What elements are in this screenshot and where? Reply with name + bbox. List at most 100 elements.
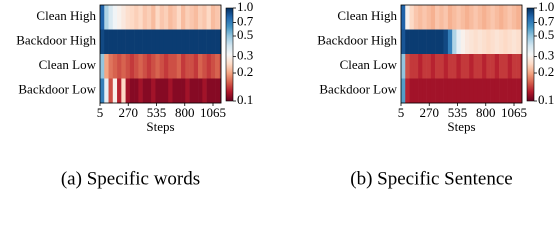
heat-cell: [418, 5, 423, 30]
heat-cell: [435, 29, 440, 55]
row-label: Clean Low: [39, 57, 97, 72]
heat-cell: [507, 78, 513, 104]
heat-cell: [176, 78, 182, 104]
x-tick-label: 270: [420, 105, 440, 120]
heat-cell: [401, 54, 406, 79]
colorbar: [526, 7, 535, 102]
colorbar-tick-label: 0.2: [538, 64, 554, 79]
heat-cell: [193, 78, 199, 104]
heat-cell: [447, 54, 453, 79]
heat-cell: [104, 29, 109, 55]
heat-cell: [129, 5, 135, 30]
colorbar-tick-label: 0.7: [538, 13, 555, 28]
heat-cell: [198, 29, 203, 55]
heat-cell: [219, 78, 222, 104]
heat-cell: [142, 29, 148, 55]
heat-cell: [159, 29, 165, 55]
heat-cell: [138, 78, 143, 104]
caption: (a) Specific words: [61, 168, 200, 189]
heat-cell: [499, 78, 504, 104]
heat-cell: [486, 54, 491, 79]
heat-cell: [477, 78, 483, 104]
heat-cell: [516, 29, 521, 55]
heat-cell: [520, 5, 523, 30]
heat-cell: [511, 5, 517, 30]
heat-cell: [413, 5, 419, 30]
heat-cell: [443, 78, 449, 104]
heat-cell: [100, 54, 105, 79]
heat-cell: [422, 54, 427, 79]
heat-cell: [181, 29, 186, 55]
colorbar-tick-label: 0.2: [237, 64, 253, 79]
heat-cell: [490, 5, 496, 30]
heat-cell: [108, 29, 114, 55]
row-label: Clean High: [337, 8, 397, 23]
heat-cell: [469, 29, 474, 55]
heat-cell: [121, 29, 126, 55]
x-tick-label: 1065: [501, 105, 527, 120]
x-tick-label: 800: [476, 105, 496, 120]
heat-cell: [418, 29, 423, 55]
x-tick-label: 5: [398, 105, 405, 120]
heat-cell: [198, 54, 203, 79]
colorbar-tick-label: 1.0: [538, 0, 554, 14]
heat-cell: [193, 29, 199, 55]
x-axis-label: Steps: [146, 119, 174, 134]
heat-cell: [477, 29, 483, 55]
heat-cell: [460, 54, 466, 79]
heat-cell: [460, 5, 466, 30]
heat-cell: [134, 29, 139, 55]
heat-cell: [482, 78, 487, 104]
figure: Clean High Backdoor High Clean Low Backdoor…: [16, 0, 555, 189]
heat-cell: [430, 5, 436, 30]
heat-cell: [447, 5, 453, 30]
heat-cell: [439, 5, 444, 30]
heat-cell: [422, 78, 427, 104]
heat-cell: [176, 5, 182, 30]
heat-cell: [193, 5, 199, 30]
heat-cell: [125, 29, 131, 55]
heat-cell: [112, 5, 118, 30]
heat-cell: [181, 78, 186, 104]
heat-cell: [117, 78, 122, 104]
heat-cell: [117, 5, 122, 30]
heat-cell: [477, 5, 483, 30]
heat-cell: [469, 5, 474, 30]
heat-cell: [155, 5, 161, 30]
colorbar-tick-label: 0.7: [237, 13, 254, 28]
row-label: Backdoor High: [16, 33, 96, 48]
heat-cell: [473, 54, 479, 79]
heat-cell: [142, 78, 148, 104]
heat-cell: [189, 5, 195, 30]
colorbar-tick-label: 1.0: [237, 0, 253, 14]
heat-cell: [409, 54, 415, 79]
heat-cell: [452, 5, 457, 30]
row-label: Backdoor High: [317, 33, 397, 48]
heat-cell: [206, 78, 212, 104]
heat-cell: [163, 5, 169, 30]
heat-cell: [520, 54, 523, 79]
heat-cell: [499, 29, 504, 55]
heat-cell: [482, 29, 487, 55]
heat-cell: [435, 54, 440, 79]
heat-cell: [469, 54, 474, 79]
heat-cell: [159, 78, 165, 104]
heat-cell: [155, 29, 161, 55]
heat-cell: [104, 5, 109, 30]
caption: (b) Specific Sentence: [350, 168, 512, 189]
heat-cell: [215, 54, 220, 79]
heat-cell: [456, 78, 462, 104]
heat-cell: [181, 54, 186, 79]
heat-cell: [516, 78, 521, 104]
colorbar-tick-label: 0.5: [237, 27, 253, 42]
heat-cell: [172, 78, 178, 104]
heat-cell: [206, 54, 212, 79]
heat-cell: [168, 78, 173, 104]
heat-cell: [430, 78, 436, 104]
heat-cell: [405, 54, 410, 79]
x-tick-label: 800: [175, 105, 195, 120]
plot-frame: [400, 4, 523, 104]
row-label: Clean High: [36, 8, 96, 23]
heat-cell: [520, 78, 523, 104]
heat-cell: [210, 54, 216, 79]
